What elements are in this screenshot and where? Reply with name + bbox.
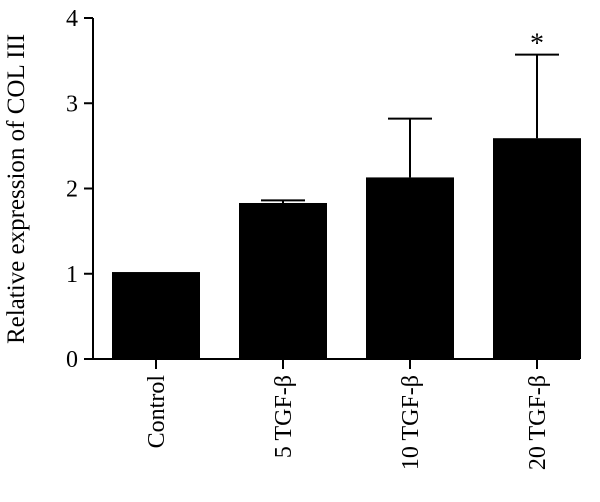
y-tick-label-3: 3 [66, 91, 78, 117]
y-axis-label: Relative expression of COL III [3, 34, 30, 344]
y-tick-label-4: 4 [66, 6, 78, 32]
y-tick-label-0: 0 [66, 347, 78, 373]
y-tick-label-1: 1 [66, 262, 78, 288]
x-tick-label-2: 10 TGF-β [398, 375, 424, 470]
x-tick-label-3: 20 TGF-β [525, 375, 551, 470]
x-tick-label-0: Control [144, 375, 170, 449]
bar-1 [239, 202, 327, 359]
x-tick-label-1: 5 TGF-β [271, 375, 297, 458]
bar-3 [493, 138, 581, 359]
significance-marker-3: * [530, 29, 544, 60]
bar-2 [366, 177, 454, 359]
bar-0 [112, 272, 200, 359]
plot-area: 0 1 2 3 4 Control 5 TGF-β 10 TGF-β 20 TGF-β * [66, 6, 581, 470]
y-tick-label-2: 2 [66, 177, 78, 203]
